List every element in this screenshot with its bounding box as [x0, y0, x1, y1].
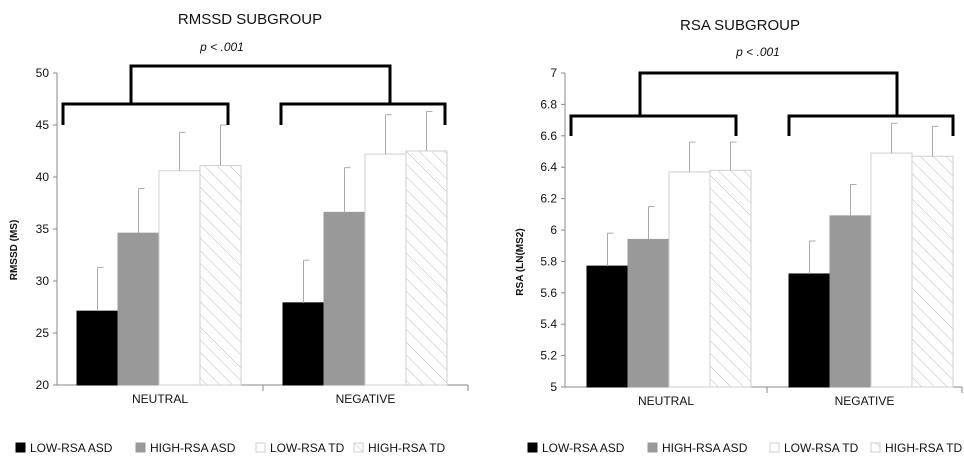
rsa-chart: 5 5.2 5.4 5.6 5.8 6 6.2 6.4 6.6 6.8 7 NEUTRAL NEGATI… — [527, 66, 963, 455]
significance-bracket — [61, 102, 230, 125]
y-tick-label: 6.6 — [540, 129, 557, 143]
legend-label: LOW-RSA ASD — [30, 441, 113, 455]
significance-bracket — [569, 114, 738, 136]
y-tick-label: 7 — [550, 66, 557, 80]
legend-swatch — [353, 442, 364, 453]
y-tick-label: 5.8 — [540, 254, 557, 268]
legend-swatch — [527, 442, 538, 453]
y-tick-label: 30 — [36, 274, 50, 288]
bar — [405, 150, 448, 386]
y-tick-label: 5.6 — [540, 286, 557, 300]
legend-label: HIGH-RSA TD — [368, 441, 445, 455]
x-tick-label: NEGATIVE — [835, 394, 895, 408]
legend-swatch — [870, 442, 881, 453]
x-tick-label: NEUTRAL — [638, 394, 694, 408]
chart-title-rmssd: RMSSD SUBGROUP — [178, 11, 322, 28]
y-tick-label: 45 — [36, 118, 50, 132]
significance-bracket-top — [129, 64, 392, 104]
bar — [668, 171, 711, 388]
bar — [709, 169, 752, 388]
p-value-rsa: p < .001 — [735, 45, 780, 59]
bar — [870, 152, 913, 388]
y-tick-label: 6.8 — [540, 97, 557, 111]
legend-label: LOW-RSA ASD — [542, 441, 625, 455]
legend-label: HIGH-RSA ASD — [662, 441, 748, 455]
y-tick-label: 25 — [36, 326, 50, 340]
y-tick-label: 5.4 — [540, 317, 557, 331]
bar — [117, 232, 160, 386]
significance-bracket — [279, 102, 447, 125]
legend-label: LOW-RSA TD — [270, 441, 345, 455]
y-tick-label: 20 — [36, 378, 50, 392]
bar — [323, 211, 366, 386]
p-value-rmssd: p < .001 — [199, 40, 244, 54]
bar — [829, 215, 872, 388]
y-tick-label: 6.2 — [540, 192, 557, 206]
legend-swatch — [255, 442, 266, 453]
bar — [627, 238, 670, 388]
significance-bracket — [787, 114, 955, 136]
legend-label: HIGH-RSA ASD — [150, 441, 236, 455]
y-tick-label: 40 — [36, 170, 50, 184]
legend-label: LOW-RSA TD — [784, 441, 859, 455]
y-tick-label: 6.4 — [540, 160, 557, 174]
significance-bracket-top — [638, 71, 899, 116]
y-tick-label: 6 — [550, 223, 557, 237]
x-tick-label: NEGATIVE — [336, 392, 396, 406]
legend-swatch — [135, 442, 146, 453]
y-tick-label: 50 — [36, 66, 50, 80]
y-tick-label: 5 — [550, 380, 557, 394]
legend-label: HIGH-RSA TD — [885, 441, 962, 455]
x-tick-label: NEUTRAL — [132, 392, 188, 406]
bar — [364, 153, 407, 386]
y-axis-label-rmssd: RMSSD (MS) — [9, 220, 20, 281]
chart-title-rsa: RSA SUBGROUP — [680, 17, 800, 34]
bar — [76, 310, 119, 386]
rmssd-chart: 20 25 30 35 40 45 50 NEUTRAL NEGATIVE LOW-RSA ASD… — [15, 64, 469, 455]
bar — [158, 170, 201, 386]
legend-swatch — [15, 442, 26, 453]
y-axis-label-rsa: RSA (LN(MS2) — [515, 228, 526, 295]
y-tick-label: 35 — [36, 222, 50, 236]
legend-swatch — [769, 442, 780, 453]
bar — [586, 265, 629, 388]
bar — [788, 273, 831, 388]
bar — [282, 302, 325, 386]
y-tick-label: 5.2 — [540, 349, 557, 363]
bar — [911, 155, 954, 388]
bar — [199, 165, 242, 386]
legend-swatch — [647, 442, 658, 453]
